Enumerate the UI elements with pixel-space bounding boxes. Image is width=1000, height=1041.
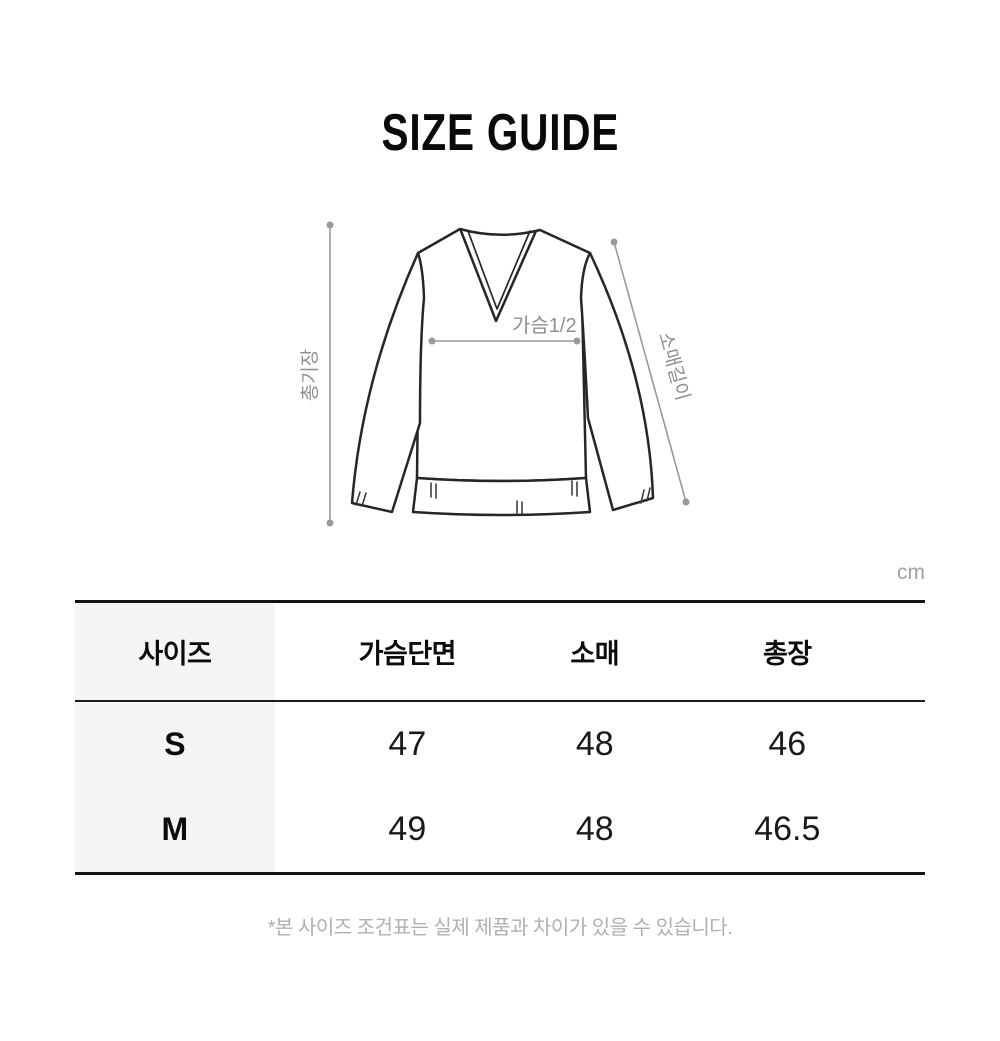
size-disclaimer: *본 사이즈 조건표는 실제 제품과 차이가 있을 수 있습니다. xyxy=(267,917,733,939)
total-length-label: 총기장 xyxy=(299,349,321,401)
garment-hem-band xyxy=(411,476,592,517)
value-cell: 49 xyxy=(388,810,427,848)
value-cell: 48 xyxy=(575,810,614,848)
dot xyxy=(326,221,334,229)
size-table: 사이즈 가슴단면 소매 총장 S 47 48 46 M 49 48 46.5 xyxy=(75,600,925,875)
measurement-lines xyxy=(329,225,687,523)
hem-left-ticks xyxy=(430,482,437,499)
dot xyxy=(326,519,334,527)
header-length: 총장 xyxy=(649,601,925,702)
right-cuff-ticks xyxy=(640,487,651,504)
garment-body xyxy=(415,227,592,483)
size-cell: M xyxy=(75,787,275,874)
sleeve-length-label: 소매길이 xyxy=(654,330,694,403)
hem-center-ticks xyxy=(516,500,523,515)
value-cell: 47 xyxy=(388,725,427,763)
value-cell: 48 xyxy=(575,725,614,763)
dot xyxy=(428,337,436,345)
header-sleeve: 소매 xyxy=(539,601,650,702)
collar-outer-line xyxy=(459,229,538,323)
size-cell: S xyxy=(75,701,275,787)
size-table-header: 사이즈 가슴단면 소매 총장 xyxy=(75,601,925,702)
garment-diagram: 총기장 가슴1/2 소매길이 xyxy=(299,221,694,527)
garment-outline xyxy=(350,227,655,517)
left-cuff-ticks xyxy=(355,491,367,507)
dot xyxy=(610,238,618,246)
table-row-s: S 47 48 46 xyxy=(75,701,925,787)
garment-right-sleeve xyxy=(579,251,655,512)
page-title: SIZE GUIDE xyxy=(0,103,1000,163)
collar-inner-line xyxy=(467,230,531,310)
page-title-text: SIZE GUIDE xyxy=(381,104,619,162)
measurement-dots xyxy=(326,221,690,527)
dot xyxy=(573,337,581,345)
value-cell: 46 xyxy=(768,725,807,763)
header-chest: 가슴단면 xyxy=(274,601,540,702)
seam-ticks xyxy=(355,480,651,515)
sleeve-length-line xyxy=(613,241,687,503)
chest-half-label: 가슴1/2 xyxy=(512,314,577,337)
hem-right-ticks xyxy=(571,480,578,497)
garment-left-sleeve xyxy=(350,251,426,514)
garment-illustration: 총기장 가슴1/2 소매길이 xyxy=(299,221,694,527)
header-size: 사이즈 xyxy=(75,601,275,702)
dot xyxy=(682,498,690,506)
header-row: 사이즈 가슴단면 소매 총장 xyxy=(75,601,925,702)
unit-label: cm xyxy=(897,561,925,584)
value-cell: 46.5 xyxy=(754,810,821,848)
table-row-m: M 49 48 46.5 xyxy=(75,787,925,874)
